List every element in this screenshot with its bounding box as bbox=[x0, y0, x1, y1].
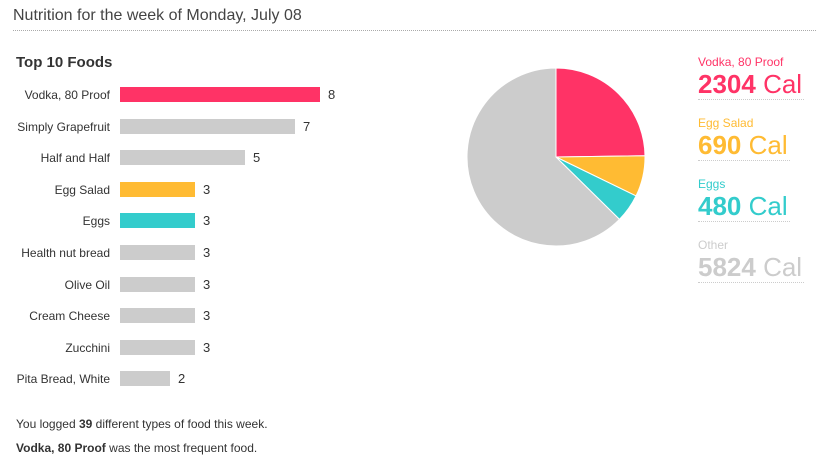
header-divider bbox=[13, 30, 816, 31]
bar-value-label: 8 bbox=[328, 87, 336, 102]
bar bbox=[120, 181, 195, 197]
bar bbox=[120, 308, 195, 324]
pie-slice bbox=[555, 67, 646, 158]
bar-row: Vodka, 80 Proof 8 bbox=[0, 86, 420, 104]
bar-value-label: 3 bbox=[203, 276, 211, 292]
legend-calories: 2304 Cal bbox=[698, 69, 805, 100]
bar-label: Vodka, 80 Proof bbox=[24, 88, 110, 102]
bar-label: Simply Grapefruit bbox=[17, 119, 110, 134]
bar-label: Olive Oil bbox=[64, 277, 110, 292]
bar-row: Eggs 3 bbox=[0, 212, 420, 230]
legend-item: Vodka, 80 Proof 2304 Cal bbox=[698, 55, 805, 100]
bar-label: Half and Half bbox=[40, 151, 110, 166]
bar-value-label: 3 bbox=[203, 181, 211, 197]
summary-suffix: different types of food this week. bbox=[92, 417, 268, 431]
bar-label: Egg Salad bbox=[54, 182, 110, 197]
legend-calorie-unit: Cal bbox=[755, 252, 803, 282]
bar-row: Cream Cheese 3 bbox=[0, 307, 420, 325]
bar-row: Olive Oil 3 bbox=[0, 276, 420, 294]
most-frequent-food: Vodka, 80 Proof bbox=[16, 441, 106, 455]
top-foods-bar-chart: Vodka, 80 Proof 8 Simply Grapefruit 7 Half a… bbox=[0, 86, 420, 406]
bar-value-label: 2 bbox=[178, 371, 186, 387]
bar-value-label: 3 bbox=[203, 339, 211, 355]
bar-row: Zucchini 3 bbox=[0, 339, 420, 357]
bar bbox=[120, 118, 295, 134]
bar bbox=[120, 339, 195, 355]
legend-item: Egg Salad 690 Cal bbox=[698, 116, 790, 161]
legend-label: Other bbox=[698, 238, 729, 252]
bar-row: Simply Grapefruit 7 bbox=[0, 118, 420, 136]
legend-calories: 480 Cal bbox=[698, 191, 790, 222]
legend-label: Eggs bbox=[698, 177, 726, 191]
bar-label: Zucchini bbox=[65, 340, 110, 355]
most-frequent-suffix: was the most frequent food. bbox=[105, 441, 258, 455]
legend-calorie-value: 5824 bbox=[698, 252, 756, 282]
bar-label: Cream Cheese bbox=[29, 309, 110, 324]
bar-value-label: 3 bbox=[203, 308, 211, 324]
legend-calories: 690 Cal bbox=[698, 130, 790, 161]
bar-row: Half and Half 5 bbox=[0, 149, 420, 167]
bar bbox=[120, 150, 245, 166]
bar-row: Health nut bread 3 bbox=[0, 244, 420, 262]
bar bbox=[120, 87, 320, 102]
legend-label: Egg Salad bbox=[698, 116, 754, 130]
pie-slice bbox=[466, 67, 621, 247]
bar-label: Health nut bread bbox=[21, 246, 110, 260]
calorie-pie-chart bbox=[466, 67, 646, 247]
bar-value-label: 3 bbox=[203, 213, 211, 229]
legend-label: Vodka, 80 Proof bbox=[698, 55, 784, 69]
bar-label: Pita Bread, White bbox=[16, 372, 110, 387]
bar bbox=[120, 276, 195, 292]
bar-label: Eggs bbox=[82, 214, 110, 229]
legend-calorie-unit: Cal bbox=[741, 130, 788, 160]
bar-value-label: 7 bbox=[303, 118, 311, 134]
bar-value-label: 5 bbox=[253, 150, 261, 166]
legend-calorie-value: 690 bbox=[698, 130, 742, 160]
legend-calorie-value: 480 bbox=[698, 191, 742, 221]
foods-logged-summary: You logged 39 different types of food th… bbox=[16, 417, 268, 431]
food-type-count: 39 bbox=[78, 417, 93, 431]
most-frequent-summary: Vodka, 80 Proof was the most frequent fo… bbox=[16, 441, 257, 455]
legend-calories: 5824 Cal bbox=[698, 252, 805, 283]
bar-row: Pita Bread, White 2 bbox=[0, 370, 420, 388]
bar bbox=[120, 371, 170, 387]
legend-calorie-unit: Cal bbox=[755, 69, 803, 99]
legend-calorie-unit: Cal bbox=[741, 191, 788, 221]
legend-item: Eggs 480 Cal bbox=[698, 177, 790, 222]
top-foods-title: Top 10 Foods bbox=[16, 54, 113, 71]
page-title: Nutrition for the week of Monday, July 0… bbox=[13, 7, 302, 24]
bar-row: Egg Salad 3 bbox=[0, 181, 420, 199]
bar bbox=[120, 213, 195, 229]
legend-calorie-value: 2304 bbox=[698, 69, 756, 99]
summary-prefix: You logged bbox=[16, 417, 79, 431]
bar-value-label: 3 bbox=[203, 245, 211, 260]
bar bbox=[120, 245, 195, 260]
legend-item: Other 5824 Cal bbox=[698, 238, 805, 283]
